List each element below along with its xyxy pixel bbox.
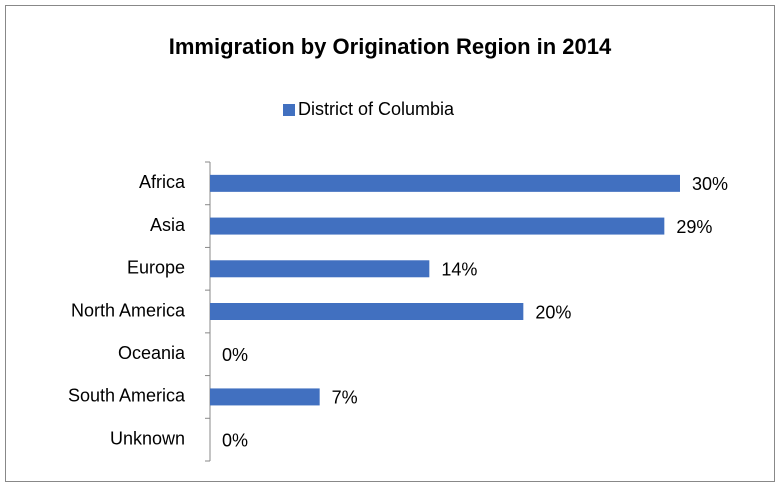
legend-swatch (283, 104, 295, 116)
data-label: 29% (676, 217, 712, 237)
bar (210, 217, 665, 235)
bar (210, 303, 524, 320)
bar (210, 174, 680, 192)
y-tick-label: North America (71, 300, 186, 320)
y-tick-label: Asia (150, 215, 186, 235)
y-tick-label: Unknown (110, 428, 185, 448)
data-label: 0% (222, 345, 248, 365)
data-label: 14% (441, 260, 477, 280)
data-label: 20% (535, 302, 571, 322)
data-label: 0% (222, 430, 248, 450)
data-label: 30% (692, 174, 728, 194)
bar (210, 388, 320, 406)
y-tick-label: Europe (127, 258, 185, 278)
chart-title: Immigration by Origination Region in 201… (169, 34, 612, 59)
legend-label: District of Columbia (298, 99, 455, 119)
bar (210, 260, 430, 278)
y-tick-label: Oceania (118, 343, 186, 363)
data-label: 7% (332, 388, 358, 408)
y-tick-label: Africa (139, 172, 186, 192)
chart-border (5, 5, 775, 482)
y-tick-label: South America (68, 386, 186, 406)
